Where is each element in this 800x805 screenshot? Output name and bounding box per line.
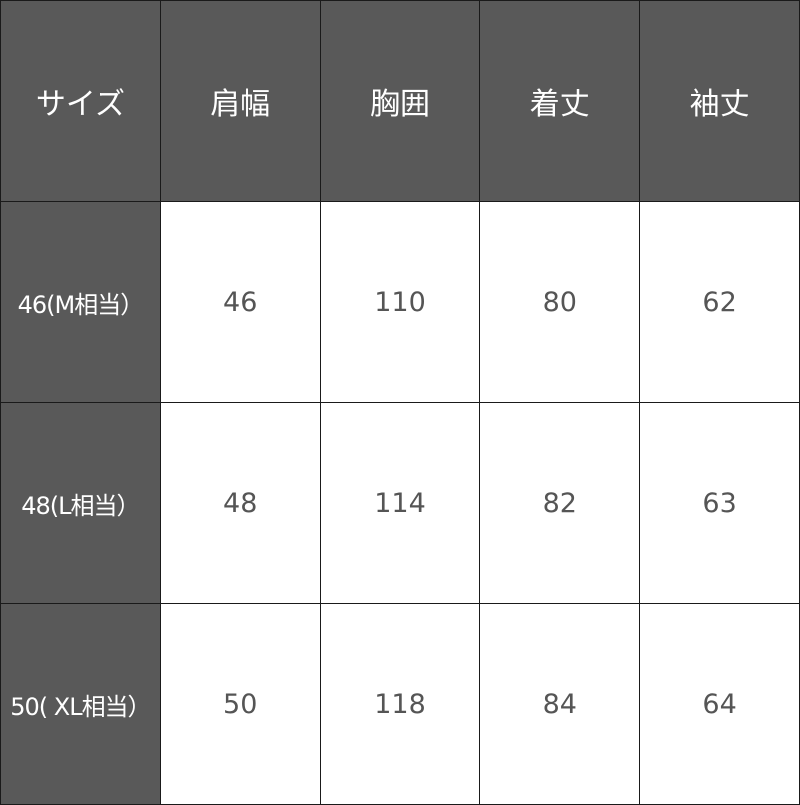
cell-chest: 114 (319, 402, 481, 604)
cell-chest: 110 (319, 201, 481, 403)
cell-length: 82 (479, 402, 641, 604)
cell-chest: 118 (319, 603, 481, 805)
cell-length: 80 (479, 201, 641, 403)
cell-sleeve: 63 (639, 402, 800, 604)
header-shoulder-width: 肩幅 (159, 0, 321, 202)
header-size: サイズ (0, 0, 161, 202)
cell-shoulder-width: 46 (159, 201, 321, 403)
cell-sleeve: 64 (639, 603, 800, 805)
header-length: 着丈 (479, 0, 641, 202)
header-row: サイズ 肩幅 胸囲 着丈 袖丈 (0, 0, 800, 202)
header-chest: 胸囲 (319, 0, 481, 202)
table-row: 48(L相当） 48 114 82 63 (0, 402, 800, 604)
row-size-label: 46(M相当） (0, 201, 161, 403)
cell-sleeve: 62 (639, 201, 800, 403)
cell-shoulder-width: 48 (159, 402, 321, 604)
row-size-label: 48(L相当） (0, 402, 161, 604)
table-row: 50( XL相当） 50 118 84 64 (0, 603, 800, 805)
header-sleeve: 袖丈 (639, 0, 800, 202)
cell-length: 84 (479, 603, 641, 805)
cell-shoulder-width: 50 (159, 603, 321, 805)
row-size-label: 50( XL相当） (0, 603, 161, 805)
table-row: 46(M相当） 46 110 80 62 (0, 201, 800, 403)
